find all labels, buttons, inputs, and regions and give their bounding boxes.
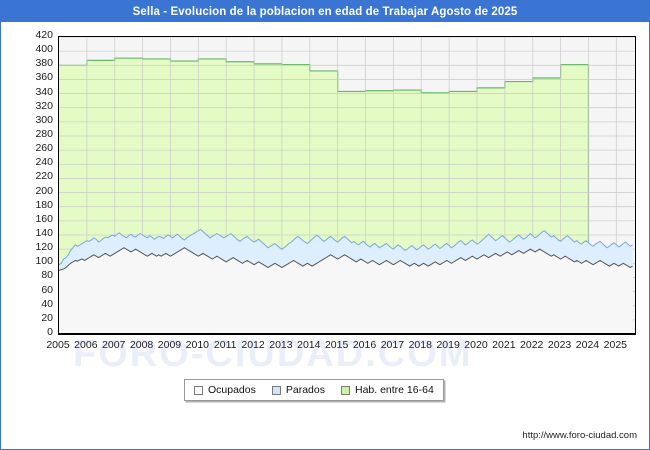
x-tick-label: 2013 [269,339,293,351]
legend-item[interactable]: Hab. entre 16-64 [340,384,434,396]
x-tick-label: 2014 [297,339,321,351]
y-tick-label: 180 [35,198,53,211]
x-tick-label: 2017 [380,339,405,351]
plot-area [58,36,636,335]
x-tick-label: 2025 [603,339,627,351]
y-tick-label: 100 [35,255,53,268]
window-title-bar: Sella - Evolucion de la poblacion en eda… [1,1,649,22]
x-tick-label: 2024 [575,339,600,351]
y-tick-label: 220 [35,170,53,183]
x-tick-label: 2008 [129,339,154,351]
x-tick-label: 2018 [408,339,432,351]
x-tick-label: 2020 [464,339,488,351]
y-tick-label: 300 [35,113,53,126]
x-tick-label: 2019 [436,339,460,351]
y-tick-label: 0 [47,326,53,338]
legend-label: Parados [285,384,325,396]
y-tick-label: 80 [41,269,53,282]
y-tick-label: 20 [41,311,53,324]
y-tick-label: 60 [41,283,53,296]
y-tick-label: 380 [35,57,53,70]
x-tick-label: 2007 [102,339,126,351]
legend-label: Ocupados [208,384,256,396]
chart-svg [59,37,635,334]
ocupados-area [59,247,633,334]
ocupados-line [59,247,633,271]
legend-label: Hab. entre 16-64 [354,384,434,396]
x-tick-label: 2015 [324,339,349,351]
y-tick-label: 320 [35,99,53,112]
x-tick-label: 2012 [241,339,265,351]
chart-legend: Ocupados Parados Hab. entre 16-64 [184,379,444,401]
y-tick-label: 260 [35,142,53,155]
parados-line [59,228,633,266]
y-tick-label: 120 [35,241,53,254]
y-tick-label: 420 [35,29,53,41]
x-tick-label: 2010 [185,339,209,351]
y-tick-label: 360 [35,71,53,84]
y-tick-label: 160 [35,212,53,225]
y-tick-label: 200 [35,184,53,197]
page-title: Sella - Evolucion de la poblacion en eda… [132,5,518,18]
y-tick-label: 140 [35,227,53,239]
x-tick-label: 2005 [46,339,70,351]
x-tick-label: 2016 [352,339,377,351]
y-tick-label: 340 [35,85,53,98]
y-tick-label: 240 [35,156,53,169]
y-tick-label: 40 [41,297,53,310]
source-url: http://www.foro-ciudad.com [522,430,637,441]
x-tick-label: 2021 [492,339,516,351]
legend-item[interactable]: Parados [271,384,325,396]
x-tick-label: 2011 [213,339,237,351]
x-tick-label: 2023 [547,339,572,351]
y-tick-label: 280 [35,128,53,140]
x-tick-label: 2009 [157,339,182,351]
legend-swatch-icon [340,385,350,395]
legend-item[interactable]: Ocupados [194,384,256,396]
legend-swatch-icon [271,385,281,395]
y-tick-label: 400 [35,43,53,56]
legend-swatch-icon [194,385,203,395]
x-tick-label: 2006 [74,339,98,351]
x-tick-label: 2022 [520,339,544,351]
